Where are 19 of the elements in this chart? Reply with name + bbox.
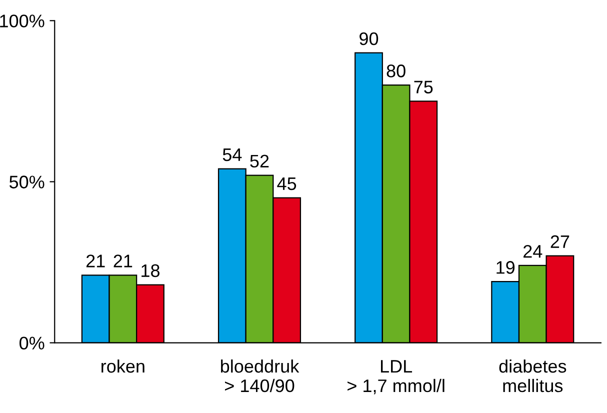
data-label: 80 (386, 64, 406, 78)
data-label: 90 (360, 32, 378, 46)
x-tick-label: diabetes mellitus (499, 359, 566, 392)
data-label: 54 (222, 148, 242, 162)
data-label: 19 (496, 261, 515, 274)
data-label: 52 (250, 154, 269, 168)
data-label: 27 (550, 235, 570, 248)
y-tick-label: 100% (0, 14, 44, 28)
y-tick-label: 50% (9, 176, 44, 188)
data-label: 24 (524, 244, 542, 258)
data-label: 45 (277, 177, 296, 190)
data-label: 75 (414, 80, 433, 94)
data-label: 21 (114, 254, 132, 268)
data-label: 18 (142, 264, 160, 278)
x-tick-label: bloeddruk > 140/90 (221, 359, 300, 392)
data-label: 21 (86, 254, 105, 268)
x-tick-label: roken (102, 359, 144, 373)
y-tick-label: 0% (20, 336, 44, 350)
x-tick-label: LDL > 1,7 mmol/l (348, 360, 444, 394)
